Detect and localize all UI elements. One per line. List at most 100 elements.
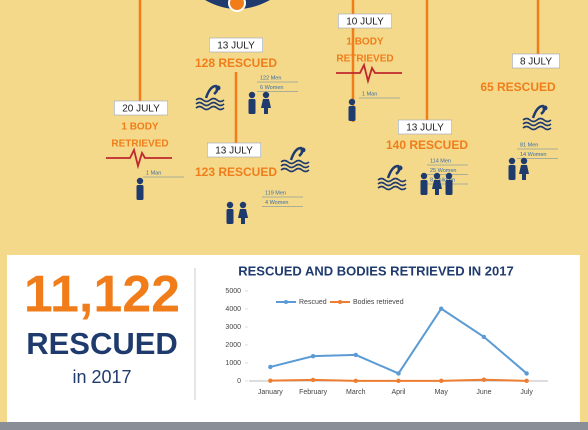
y-tick-label: 1000 (225, 360, 241, 367)
person-icon (348, 98, 356, 106)
count-label: 4 Women (265, 200, 288, 206)
swimmer-icon (204, 84, 219, 99)
point (310, 377, 316, 383)
date-box (337, 13, 392, 29)
swimmer-icon (386, 164, 401, 179)
point (439, 306, 444, 311)
headline: 140 RESCUED (386, 138, 468, 152)
point (481, 377, 487, 382)
date-box (114, 100, 169, 116)
point (353, 352, 358, 358)
swimmer-icon (397, 165, 403, 171)
count-label: 122 Men (260, 75, 281, 81)
wave-icon (522, 117, 552, 123)
date-box (209, 37, 264, 53)
date-box (207, 142, 262, 158)
person-icon (445, 180, 453, 195)
person-icon (248, 91, 256, 99)
swimmer-icon (531, 104, 546, 119)
person-icon (420, 180, 428, 195)
wave-icon (377, 177, 407, 183)
count-label: 1 Man (146, 170, 161, 176)
date-label: 8 JULY (520, 57, 552, 68)
person-icon (238, 209, 248, 224)
wave-icon (280, 163, 310, 169)
point (524, 378, 529, 384)
wave-icon (280, 167, 310, 173)
total-number: 11,122 (24, 266, 180, 324)
wave-icon (522, 121, 552, 127)
point (268, 364, 273, 370)
x-tick-label: July (520, 389, 533, 396)
count-label: 81 Men (520, 142, 538, 148)
headline: 1 BODY (346, 37, 384, 48)
point (524, 371, 529, 376)
person-icon (239, 201, 247, 209)
legend-label: Bodies retrieved (353, 299, 404, 306)
headline: 1 BODY (121, 122, 159, 133)
person-icon (508, 157, 516, 165)
x-tick-label: January (258, 389, 283, 396)
total-period: in 2017 (72, 367, 131, 387)
y-tick-label: 5000 (225, 288, 241, 295)
headline: 128 RESCUED (195, 56, 277, 70)
legend-swatch (338, 300, 342, 304)
total-label: RESCUED (26, 326, 178, 361)
person-icon (261, 99, 271, 114)
x-tick-label: February (299, 389, 328, 396)
person-icon (248, 99, 256, 114)
date-label: 10 JULY (346, 17, 384, 28)
point (439, 378, 444, 384)
y-tick-label: 2000 (225, 342, 241, 349)
person-icon (262, 91, 270, 99)
point (396, 378, 401, 384)
person-icon (136, 185, 144, 200)
y-tick-label: 0 (237, 378, 241, 385)
person-icon (433, 172, 441, 180)
person-icon (520, 157, 528, 165)
count-label: 1 Man (362, 91, 377, 97)
heartbeat-icon (336, 62, 402, 85)
person-icon (226, 201, 234, 209)
point (481, 334, 487, 340)
date-box (397, 119, 452, 135)
swimmer-icon (289, 146, 304, 161)
y-tick-label: 4000 (225, 306, 241, 313)
person-icon (136, 177, 144, 185)
x-tick-label: June (476, 389, 491, 396)
legend-swatch (284, 300, 288, 304)
person-icon (348, 106, 356, 121)
headline: 65 RESCUED (480, 80, 556, 94)
wave-icon (377, 185, 407, 191)
person-icon (420, 172, 428, 180)
count-label: 6 Women (260, 85, 283, 91)
swimmer-icon (300, 147, 306, 153)
chart-title: RESCUED AND BODIES RETRIEVED IN 2017 (238, 263, 513, 278)
person-icon (508, 165, 516, 180)
headline: 123 RESCUED (195, 165, 277, 179)
point (353, 378, 358, 384)
wave-icon (195, 97, 225, 103)
point (396, 371, 401, 376)
headline: RETRIEVED (336, 54, 393, 65)
date-label: 13 JULY (406, 123, 444, 134)
person-icon (519, 165, 529, 180)
top-dot (228, 0, 246, 12)
date-label: 13 JULY (215, 146, 253, 157)
point (268, 378, 273, 383)
x-tick-label: May (435, 389, 449, 396)
swimmer-icon (215, 85, 221, 91)
count-label: 114 Men (430, 158, 451, 164)
headline: RETRIEVED (111, 139, 168, 150)
date-box (512, 53, 560, 69)
count-label: 8 Children (430, 177, 455, 183)
wave-icon (522, 125, 552, 131)
legend-label: Rescued (299, 299, 327, 306)
wave-icon (377, 181, 407, 187)
wave-icon (280, 159, 310, 165)
point (310, 353, 316, 359)
date-label: 13 JULY (217, 41, 255, 52)
count-label: 119 Men (265, 190, 286, 196)
count-label: 25 Women (430, 168, 457, 174)
